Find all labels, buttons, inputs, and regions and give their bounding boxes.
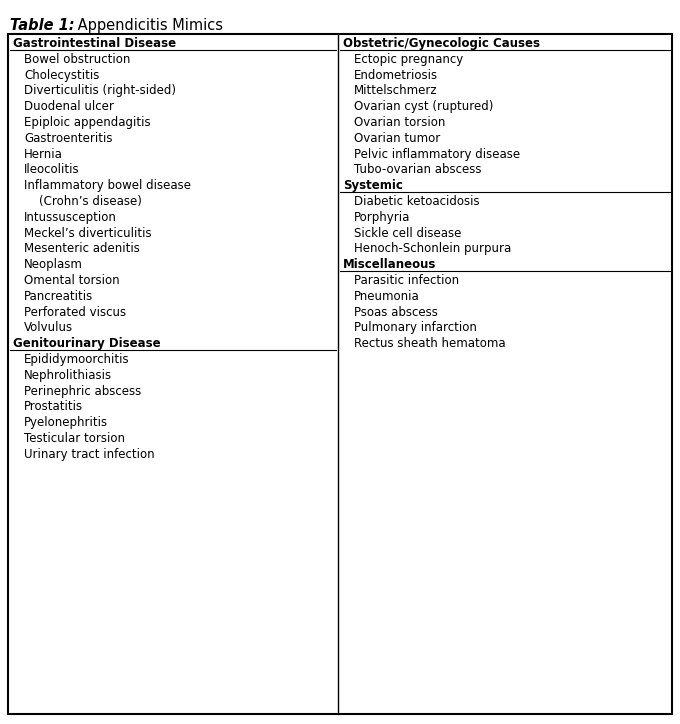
Text: Ileocolitis: Ileocolitis: [24, 164, 80, 177]
Text: Tubo-ovarian abscess: Tubo-ovarian abscess: [354, 164, 481, 177]
Text: Diverticulitis (right-sided): Diverticulitis (right-sided): [24, 85, 176, 98]
Text: Gastroenteritis: Gastroenteritis: [24, 132, 112, 145]
Text: Ovarian cyst (ruptured): Ovarian cyst (ruptured): [354, 100, 494, 113]
Text: Intussusception: Intussusception: [24, 211, 117, 224]
Text: Pancreatitis: Pancreatitis: [24, 290, 93, 303]
Text: Omental torsion: Omental torsion: [24, 274, 120, 287]
Text: Meckel’s diverticulitis: Meckel’s diverticulitis: [24, 227, 152, 240]
Text: Appendicitis Mimics: Appendicitis Mimics: [73, 18, 222, 33]
Text: Sickle cell disease: Sickle cell disease: [354, 227, 461, 240]
Text: Epididymoorchitis: Epididymoorchitis: [24, 353, 130, 366]
Text: Ovarian tumor: Ovarian tumor: [354, 132, 440, 145]
Text: Obstetric/Gynecologic Causes: Obstetric/Gynecologic Causes: [343, 37, 540, 50]
Text: Perinephric abscess: Perinephric abscess: [24, 384, 141, 397]
Text: Gastrointestinal Disease: Gastrointestinal Disease: [13, 37, 176, 50]
Text: Systemic: Systemic: [343, 180, 403, 192]
Text: Urinary tract infection: Urinary tract infection: [24, 448, 154, 460]
Text: Inflammatory bowel disease: Inflammatory bowel disease: [24, 180, 191, 192]
Text: Porphyria: Porphyria: [354, 211, 410, 224]
Text: Perforated viscus: Perforated viscus: [24, 306, 126, 319]
Text: Pneumonia: Pneumonia: [354, 290, 420, 303]
Text: Epiploic appendagitis: Epiploic appendagitis: [24, 116, 151, 129]
Text: Pelvic inflammatory disease: Pelvic inflammatory disease: [354, 148, 520, 161]
Text: Mittelschmerz: Mittelschmerz: [354, 85, 438, 98]
Text: Genitourinary Disease: Genitourinary Disease: [13, 337, 160, 350]
Text: Rectus sheath hematoma: Rectus sheath hematoma: [354, 337, 506, 350]
Text: Prostatitis: Prostatitis: [24, 400, 83, 413]
Text: Endometriosis: Endometriosis: [354, 69, 438, 82]
Text: Testicular torsion: Testicular torsion: [24, 432, 125, 445]
Text: Mesenteric adenitis: Mesenteric adenitis: [24, 243, 140, 256]
Text: Pyelonephritis: Pyelonephritis: [24, 416, 108, 429]
Text: Table 1:: Table 1:: [10, 18, 75, 33]
Text: Parasitic infection: Parasitic infection: [354, 274, 459, 287]
Text: Neoplasm: Neoplasm: [24, 258, 83, 272]
Text: Cholecystitis: Cholecystitis: [24, 69, 99, 82]
Text: Bowel obstruction: Bowel obstruction: [24, 53, 131, 66]
Text: Henoch-Schonlein purpura: Henoch-Schonlein purpura: [354, 243, 511, 256]
Text: Nephrolithiasis: Nephrolithiasis: [24, 369, 112, 382]
Text: Ovarian torsion: Ovarian torsion: [354, 116, 445, 129]
Text: Miscellaneous: Miscellaneous: [343, 258, 437, 272]
Text: Psoas abscess: Psoas abscess: [354, 306, 438, 319]
Text: (Crohn’s disease): (Crohn’s disease): [24, 195, 142, 208]
Text: Diabetic ketoacidosis: Diabetic ketoacidosis: [354, 195, 479, 208]
Text: Pulmonary infarction: Pulmonary infarction: [354, 321, 477, 334]
Text: Ectopic pregnancy: Ectopic pregnancy: [354, 53, 463, 66]
Text: Duodenal ulcer: Duodenal ulcer: [24, 100, 114, 113]
Text: Volvulus: Volvulus: [24, 321, 73, 334]
Text: Hernia: Hernia: [24, 148, 63, 161]
